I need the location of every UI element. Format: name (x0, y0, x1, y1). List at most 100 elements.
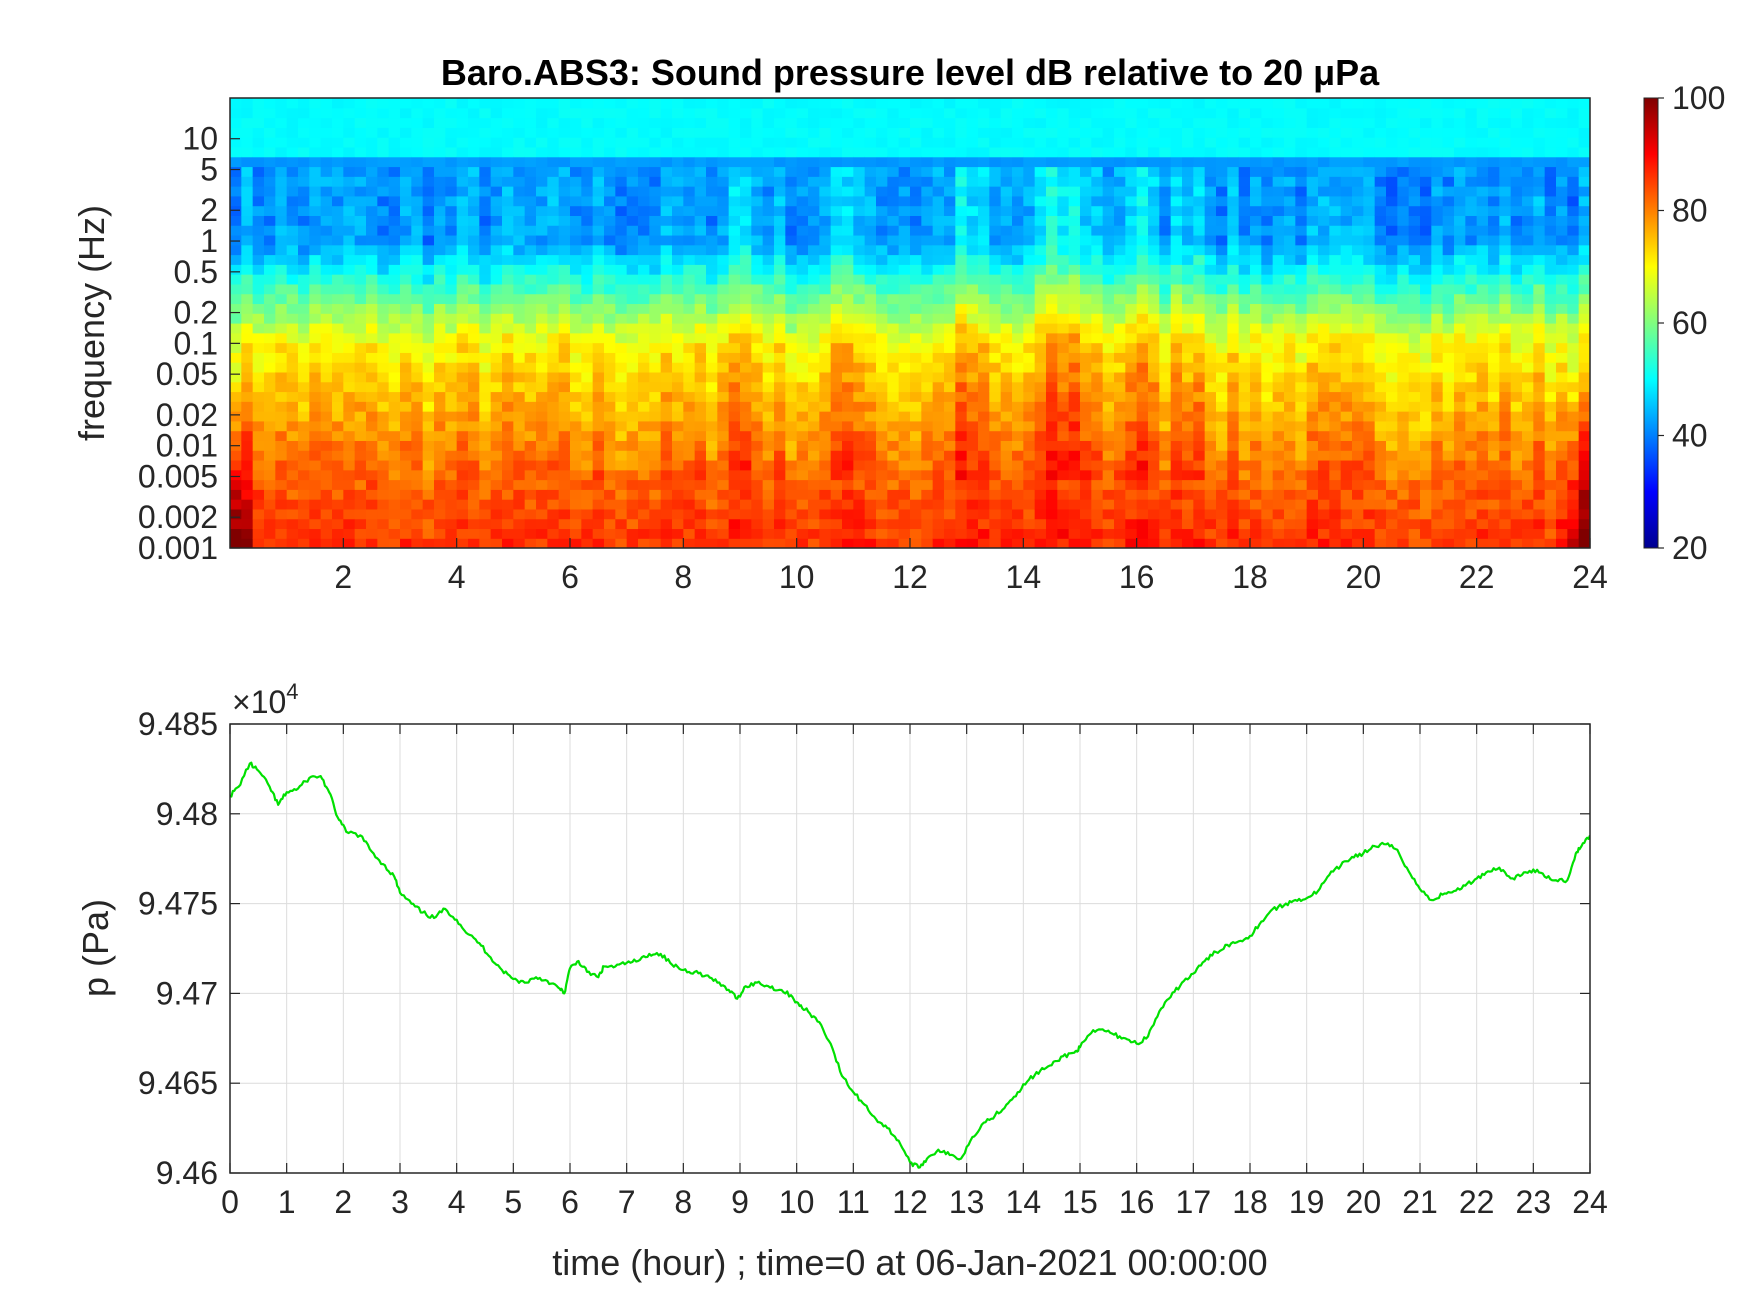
heatmap-cell (638, 205, 650, 216)
heatmap-cell (536, 166, 548, 177)
heatmap-cell (400, 362, 412, 373)
heatmap-cell (547, 518, 560, 530)
heatmap-cell (615, 166, 628, 177)
heatmap-cell (1442, 381, 1455, 393)
heatmap-cell (1397, 401, 1410, 412)
heatmap-cell (1329, 156, 1342, 168)
heatmap-cell (1012, 381, 1024, 393)
heatmap-cell (400, 274, 412, 285)
heatmap-cell (1261, 499, 1274, 510)
heatmap-cell (842, 303, 854, 314)
heatmap-cell (694, 381, 707, 393)
heatmap-cell (887, 430, 900, 441)
heatmap-cell (683, 450, 696, 461)
heatmap-cell (479, 303, 492, 314)
heatmap-cell (921, 391, 934, 402)
heatmap-cell (1454, 381, 1466, 393)
heatmap-cell (887, 352, 900, 363)
heatmap-cell (388, 176, 401, 187)
heatmap-cell (298, 450, 310, 461)
heatmap-cell (400, 264, 412, 275)
heatmap-cell (1034, 98, 1047, 109)
heatmap-cell (672, 479, 684, 490)
heatmap-cell (1374, 293, 1387, 305)
heatmap-cell (1386, 323, 1398, 334)
heatmap-cell (1227, 244, 1240, 256)
heatmap-cell (1340, 117, 1353, 128)
heatmap-cell (400, 98, 412, 109)
heatmap-cell (921, 528, 934, 539)
heatmap-cell (717, 176, 730, 187)
heatmap-cell (910, 107, 922, 119)
heatmap-cell (944, 342, 956, 353)
heatmap-cell (1216, 371, 1228, 383)
heatmap-cell (1238, 538, 1251, 548)
heatmap-cell (1408, 303, 1421, 314)
heatmap-cell (1408, 371, 1421, 383)
heatmap-cell (1204, 274, 1217, 285)
heatmap-cell (468, 166, 480, 177)
heatmap-cell (1318, 420, 1330, 432)
heatmap-cell (1000, 195, 1013, 207)
heatmap-cell (842, 244, 854, 256)
heatmap-cell (1136, 401, 1149, 412)
heatmap-cell (1272, 215, 1285, 226)
heatmap-cell (1148, 381, 1160, 393)
heatmap-cell (354, 166, 367, 177)
heatmap-cell (524, 195, 537, 207)
heatmap-cell (808, 420, 820, 432)
heatmap-cell (1136, 264, 1149, 275)
heatmap-cell (966, 176, 979, 187)
heatmap-cell (241, 479, 254, 490)
heatmap-cell (1272, 137, 1285, 148)
heatmap-cell (1182, 420, 1194, 432)
heatmap-cell (366, 371, 378, 383)
heatmap-cell (524, 98, 537, 109)
heatmap-cell (332, 117, 344, 128)
heatmap-cell (1182, 489, 1194, 500)
heatmap-cell (978, 303, 990, 314)
heatmap-cell (717, 528, 730, 539)
heatmap-cell (1363, 371, 1376, 383)
heatmap-cell (490, 137, 503, 148)
heatmap-cell (649, 469, 662, 481)
heatmap-cell (1454, 420, 1466, 432)
heatmap-cell (1193, 244, 1206, 256)
heatmap-cell (955, 225, 968, 236)
heatmap-cell (649, 234, 662, 246)
heatmap-cell (1204, 156, 1217, 168)
heatmap-cell (1318, 489, 1330, 500)
heatmap-cell (400, 352, 412, 363)
heatmap-cell (1386, 166, 1398, 177)
heatmap-cell (366, 323, 378, 334)
heatmap-cell (694, 117, 707, 128)
heatmap-cell (762, 117, 775, 128)
heatmap-cell (898, 146, 911, 158)
heatmap-cell (536, 244, 548, 256)
heatmap-cell (1057, 352, 1070, 363)
heatmap-cell (694, 323, 707, 334)
heatmap-cell (1046, 303, 1058, 314)
heatmap-cell (1397, 205, 1410, 216)
heatmap-cell (1238, 107, 1251, 119)
heatmap-cell (524, 430, 537, 441)
heatmap-cell (1114, 283, 1126, 295)
heatmap-cell (683, 508, 696, 520)
heatmap-cell (1295, 293, 1308, 305)
heatmap-cell (1318, 274, 1330, 285)
heatmap-cell (955, 195, 968, 207)
heatmap-cell (1159, 156, 1172, 168)
heatmap-cell (978, 499, 990, 510)
heatmap-cell (581, 225, 594, 236)
heatmap-cell (876, 205, 888, 216)
heatmap-cell (796, 117, 809, 128)
heatmap-cell (1284, 489, 1296, 500)
heatmap-cell (490, 313, 503, 324)
heatmap-cell (468, 244, 480, 256)
heatmap-cell (1159, 215, 1172, 226)
heatmap-cell (298, 391, 310, 402)
heatmap-cell (1340, 469, 1353, 481)
heatmap-cell (581, 469, 594, 481)
heatmap-cell (1340, 127, 1353, 138)
heatmap-cell (513, 215, 526, 226)
